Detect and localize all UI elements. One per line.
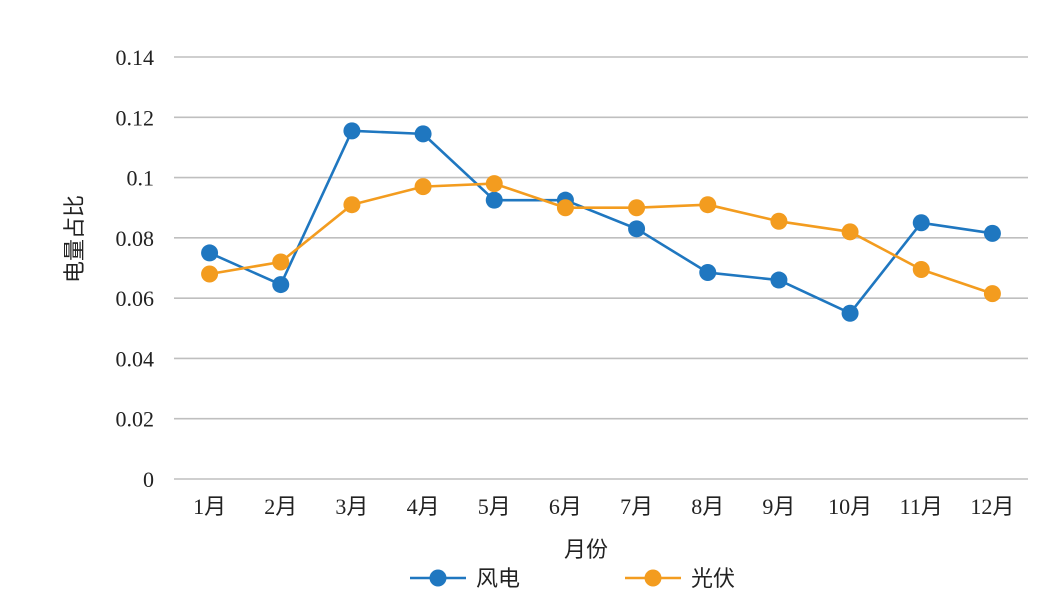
x-tick-label: 5月 [478,494,511,519]
data-point [272,276,290,294]
data-point [272,253,290,271]
data-point [770,212,788,230]
x-tick-label: 6月 [549,494,582,519]
y-tick-label: 0 [143,467,154,492]
y-tick-label: 0.14 [116,45,155,70]
data-point [628,199,646,217]
data-point [841,223,859,241]
data-point [556,199,574,217]
data-point [699,196,717,214]
y-tick-label: 0.04 [116,346,155,371]
data-point [485,191,503,209]
data-point [343,122,361,140]
x-tick-label: 12月 [970,494,1014,519]
legend-item: 光伏 [625,567,735,592]
legend-item: 风电 [410,567,520,592]
x-tick-label: 9月 [762,494,795,519]
series-line [209,182,993,295]
data-point [485,175,503,193]
x-tick-label: 4月 [407,494,440,519]
data-point [201,265,219,283]
legend-marker [644,569,662,587]
series-solar [201,175,1001,303]
y-axis-title: 电量占比 [63,195,88,283]
y-tick-label: 0.12 [116,105,155,130]
data-point [343,196,361,214]
x-tick-label: 2月 [264,494,297,519]
x-tick-label: 7月 [620,494,653,519]
data-point [912,261,930,279]
y-tick-label: 0.1 [127,166,155,191]
y-tick-label: 0.08 [116,226,155,251]
x-axis-title: 月份 [564,538,608,563]
legend-label: 光伏 [691,567,735,592]
legend-marker [429,569,447,587]
x-tick-label: 1月 [193,494,226,519]
data-point [628,220,646,238]
data-point [912,214,930,232]
data-point [414,178,432,196]
data-point [841,304,859,322]
series-line [209,129,993,315]
x-tick-label: 3月 [335,494,368,519]
x-tick-label: 8月 [691,494,724,519]
x-tick-label: 10月 [828,494,872,519]
legend-label: 风电 [476,567,520,592]
data-point [414,125,432,143]
y-tick-label: 0.02 [116,407,155,432]
legend: 风电 光伏 [410,567,735,592]
data-point [699,264,717,282]
y-axis-ticks: 0 0.02 0.04 0.06 0.08 0.1 0.12 0.14 [116,45,155,492]
series-group [201,122,1001,322]
x-axis-ticks: 1月 2月 3月 4月 5月 6月 7月 8月 9月 10月 11月 12月 [193,494,1014,519]
y-tick-label: 0.06 [116,286,155,311]
data-point [201,244,219,262]
x-tick-label: 11月 [900,494,943,519]
gridlines [174,56,1028,480]
data-point [770,271,788,289]
data-point [983,224,1001,242]
data-point [983,285,1001,303]
series-wind [201,122,1001,322]
